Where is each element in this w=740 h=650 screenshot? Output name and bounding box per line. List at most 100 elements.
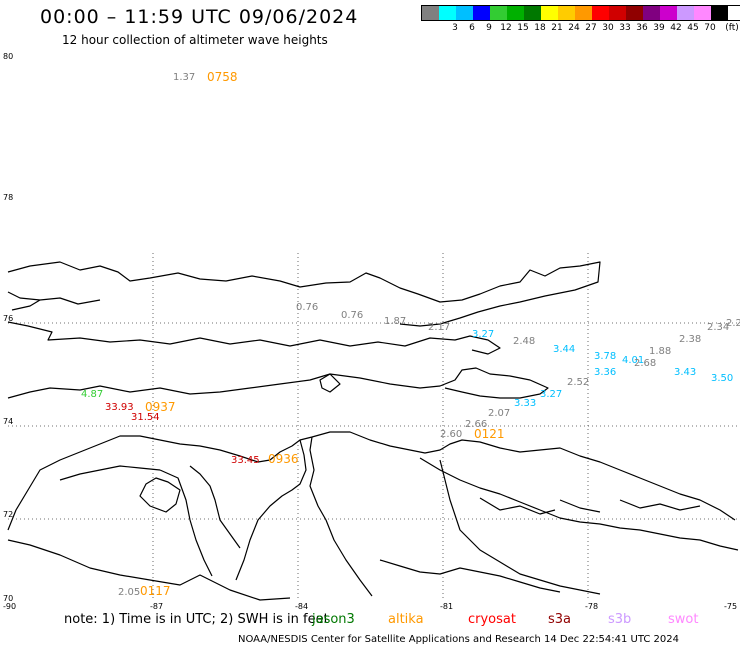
pass-time-label: 0936 (268, 452, 299, 466)
legend-label: 30 (602, 23, 614, 33)
wave-height-label: 4.01 (622, 355, 645, 366)
legend-swatch (558, 6, 575, 20)
legend-label: 36 (636, 23, 648, 33)
lon-label: -75 (724, 602, 738, 611)
lon-label: -87 (150, 602, 164, 611)
wave-height-label: 2.17 (428, 322, 451, 333)
legend-swatch (490, 6, 507, 20)
lat-label: 80 (3, 52, 14, 61)
coastlines (7, 261, 739, 601)
satellite-key-swot: swot (668, 612, 699, 627)
wave-height-label: 4.87 (81, 389, 104, 400)
lon-label: -81 (440, 602, 454, 611)
coastline-eclipse-sound (439, 459, 601, 595)
legend-swatch (626, 6, 643, 20)
wave-height-label: 3.27 (540, 389, 563, 400)
satellite-key-s3a: s3a (548, 612, 572, 627)
pass-time-label: 0937 (145, 400, 176, 414)
lat-label: 72 (3, 510, 14, 519)
wave-height-label: 3.78 (594, 351, 617, 362)
wave-height-label: 3.27 (472, 329, 495, 340)
pass-time-label: 0117 (140, 584, 171, 598)
coastline-devon-island-north (7, 261, 601, 327)
legend-swatch (473, 6, 490, 20)
coastline-brodeur-inner (59, 465, 181, 513)
legend-label: 9 (486, 23, 492, 33)
pass-time-label: 0758 (207, 70, 238, 84)
lat-label: 78 (3, 193, 14, 202)
wave-height-label: 0.76 (341, 310, 364, 321)
legend-swatches (421, 5, 740, 21)
legend-swatch (541, 6, 558, 20)
satellite-key-altika: altika (388, 612, 424, 627)
wave-height-label: 2.68 (634, 358, 657, 369)
legend-swatch (643, 6, 660, 20)
map-title: 00:00 – 11:59 UTC 09/06/2024 (40, 6, 359, 28)
footer-credit: NOAA/NESDIS Center for Satellite Applica… (238, 634, 680, 645)
graticule (8, 253, 740, 600)
wave-height-label: 1.37 (173, 72, 196, 83)
lon-label: -84 (295, 602, 309, 611)
color-legend: 3 6 9 12 15 18 21 24 27 30 33 36 39 42 45 70 (ft) (421, 5, 740, 33)
lat-label: 70 (3, 594, 14, 603)
legend-label: 3 (452, 23, 458, 33)
wave-height-label: 31.54 (131, 412, 160, 423)
wave-height-label: 2.48 (513, 336, 536, 347)
legend-label: 27 (585, 23, 597, 33)
legend-label: 15 (517, 23, 529, 33)
map-subtitle: 12 hour collection of altimeter wave hei… (62, 33, 328, 47)
coastline-brodeur-peninsula (7, 431, 736, 601)
legend-swatch (524, 6, 541, 20)
lon-label: -90 (3, 602, 17, 611)
pass-time-label: 0121 (474, 427, 505, 441)
wave-height-label: 3.36 (594, 367, 617, 378)
coastline-devon-island-west (7, 291, 101, 311)
satellite-key-jason3: jason3 (312, 612, 355, 627)
legend-label: 24 (568, 23, 580, 33)
legend-label: 21 (551, 23, 563, 33)
satellite-key-cryosat: cryosat (468, 612, 516, 627)
legend-swatch (592, 6, 609, 20)
wave-height-label: 0.76 (296, 302, 319, 313)
satellite-key-s3b: s3b (608, 612, 632, 627)
wave-height-label: 2.07 (488, 408, 511, 419)
legend-label: 39 (653, 23, 665, 33)
legend-label: 33 (619, 23, 631, 33)
legend-swatch (456, 6, 473, 20)
legend-swatch (694, 6, 711, 20)
legend-label: 6 (469, 23, 475, 33)
wave-height-label: 3.50 (711, 373, 734, 384)
wave-height-label: 1.87 (384, 316, 407, 327)
coastline-south-inlets (379, 559, 561, 593)
wave-height-label: 2.38 (679, 334, 702, 345)
wave-height-label: 2.2 (726, 318, 740, 329)
wave-height-label: 3.43 (674, 367, 697, 378)
legend-swatch (507, 6, 524, 20)
lat-label: 76 (3, 314, 14, 323)
wave-height-label: 33.93 (105, 402, 134, 413)
legend-labels: 3 6 9 12 15 18 21 24 27 30 33 36 39 42 45 70 (ft) (421, 21, 740, 33)
legend-swatch (660, 6, 677, 20)
coastline-navy-board-inlet (159, 465, 241, 577)
coastline-bylot-island (7, 367, 549, 399)
wave-height-label: 2.66 (465, 419, 488, 430)
legend-label: 45 (687, 23, 699, 33)
wave-height-label: 2.60 (440, 429, 463, 440)
legend-swatch (439, 6, 456, 20)
coastline-pond-inlet (419, 457, 739, 551)
wave-height-label: 2.52 (567, 377, 590, 388)
legend-label: 42 (670, 23, 682, 33)
wave-height-label: 1.88 (649, 346, 672, 357)
lat-label: 74 (3, 417, 14, 426)
coastline-baffin-inlet (319, 373, 341, 393)
coastline-admiralty-inlet (235, 436, 373, 597)
legend-swatch (677, 6, 694, 20)
legend-swatch (575, 6, 592, 20)
legend-label: 70 (704, 23, 716, 33)
wave-height-label: 33.45 (231, 455, 260, 466)
legend-label: 18 (534, 23, 546, 33)
note-text: note: 1) Time is in UTC; 2) SWH is in fe… (64, 612, 329, 627)
legend-swatch (609, 6, 626, 20)
legend-label: 12 (500, 23, 512, 33)
